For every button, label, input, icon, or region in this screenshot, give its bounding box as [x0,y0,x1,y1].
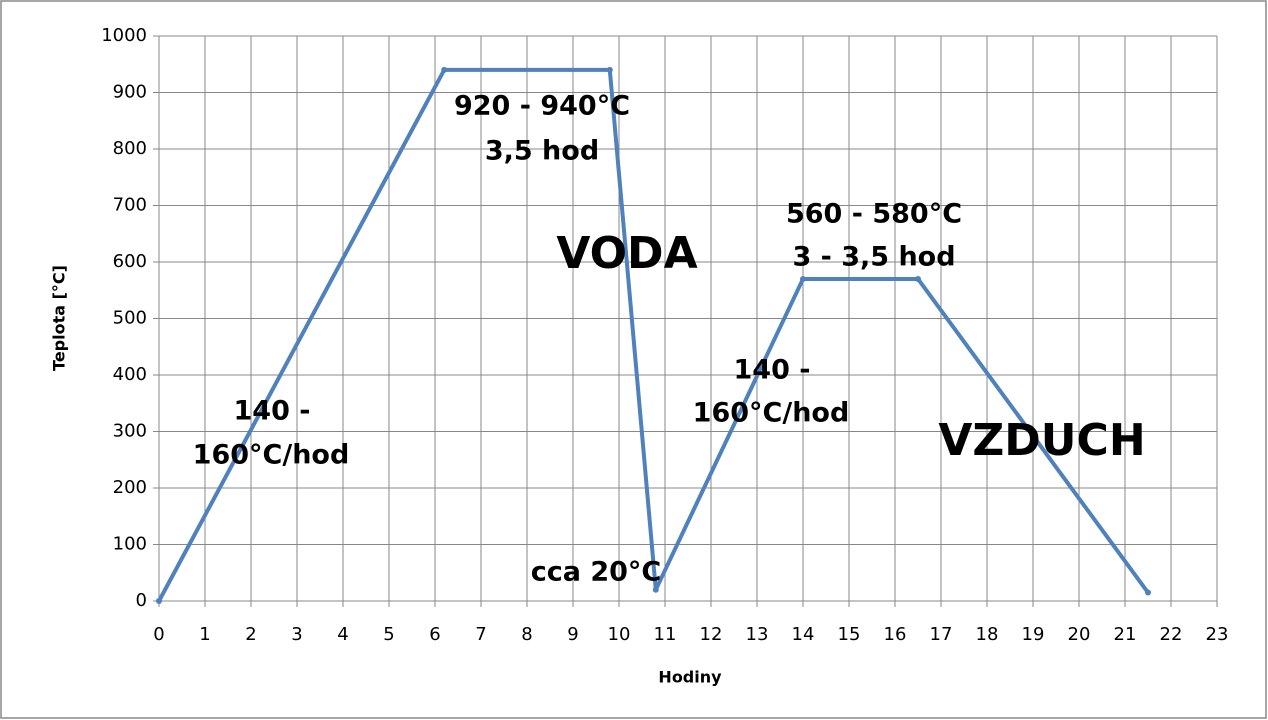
data-point [800,275,806,282]
x-tick-label: 8 [521,624,532,645]
annotation: 160°C/hod [193,440,350,471]
annotation: 920 - 940°C [454,91,630,122]
x-tick-label: 21 [1114,624,1137,645]
data-point [915,275,921,282]
x-tick-label: 1 [199,624,210,645]
data-point [156,598,162,604]
x-tick-label: 10 [608,624,631,645]
x-tick-label: 12 [700,624,723,645]
annotation: 560 - 580°C [786,199,962,230]
annotation: 160°C/hod [693,398,850,429]
annotation: 140 - [734,355,811,386]
x-tick-label: 22 [1160,624,1183,645]
y-tick-label: 900 [113,82,147,103]
x-tick-label: 3 [291,624,302,645]
y-tick-label: 600 [113,251,147,272]
x-tick-label: 7 [475,624,486,645]
x-tick-label: 6 [429,624,440,645]
x-tick-label: 17 [930,624,953,645]
y-tick-label: 800 [113,138,147,159]
x-tick-label: 9 [567,624,578,645]
annotation: VODA [556,228,697,279]
y-tick-label: 700 [113,195,147,216]
x-tick-label: 13 [746,624,769,645]
y-tick-label: 200 [113,477,147,498]
x-tick-label: 14 [792,624,815,645]
annotation: VZDUCH [938,415,1145,466]
x-tick-label: 18 [976,624,999,645]
x-tick-label: 23 [1206,624,1229,645]
x-tick-label: 0 [153,624,164,645]
x-tick-label: 2 [245,624,256,645]
x-tick-label: 15 [838,624,861,645]
data-point [1145,589,1151,596]
x-axis-title: Hodiny [658,668,722,687]
data-point [652,586,659,593]
y-tick-label: 100 [113,534,147,555]
y-tick-label: 0 [136,590,147,611]
y-tick-label: 500 [113,308,147,329]
x-tick-label: 20 [1068,624,1091,645]
annotation: 140 - [234,396,311,427]
x-tick-label: 11 [654,624,677,645]
x-tick-label: 5 [383,624,394,645]
data-point [606,66,613,73]
x-tick-label: 16 [884,624,907,645]
x-tick-label: 19 [1022,624,1045,645]
annotation: 3 - 3,5 hod [792,242,955,273]
y-tick-label: 1000 [101,25,147,46]
annotation: cca 20°C [531,557,662,588]
y-axis-title: Teplota [°C] [50,265,69,371]
y-tick-label: 400 [113,364,147,385]
annotation: 3,5 hod [485,136,599,167]
data-point [441,66,448,73]
y-tick-label: 300 [113,421,147,442]
x-tick-label: 4 [337,624,348,645]
